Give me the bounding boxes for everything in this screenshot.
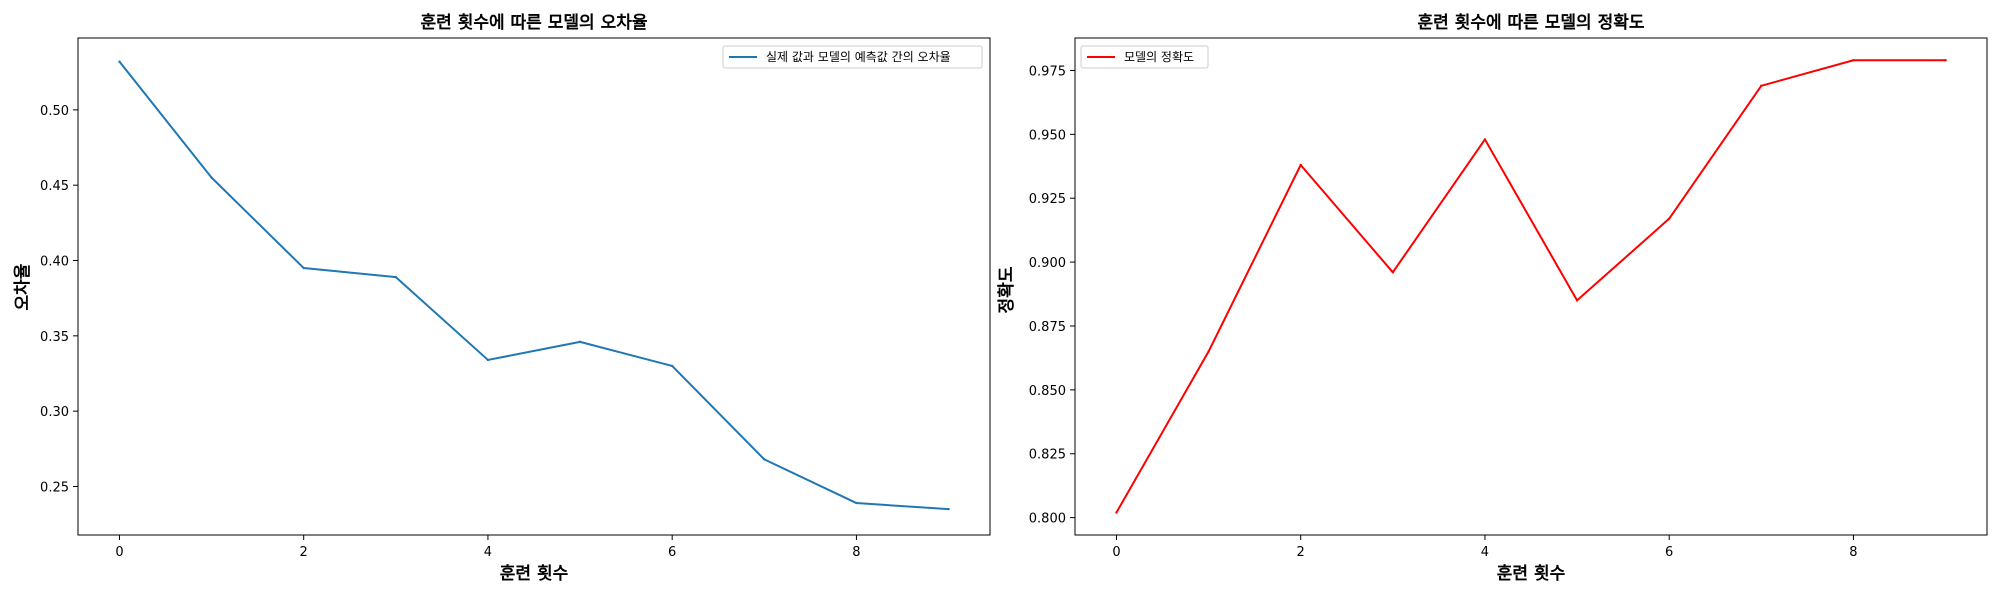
series-group <box>118 60 950 511</box>
x-tick-label: 6 <box>1665 545 1673 560</box>
legend-box <box>722 45 983 69</box>
x-tick-label: 4 <box>1481 545 1489 560</box>
y-tick-label: 0.850 <box>1029 384 1066 399</box>
legend: 실제 값과 모델의 예측값 간의 오차율 <box>722 45 983 69</box>
data-point <box>1667 217 1671 220</box>
legend: 모델의 정확도 <box>1080 45 1209 69</box>
x-tick-label: 6 <box>668 545 676 560</box>
data-point <box>1207 350 1210 353</box>
data-point <box>855 501 858 505</box>
data-point <box>1391 271 1395 274</box>
y-tick-label: 0.900 <box>1029 256 1066 271</box>
data-point <box>1760 84 1763 87</box>
x-tick-label: 8 <box>1849 545 1857 560</box>
y-tick-label: 0.800 <box>1029 512 1066 527</box>
chart-title: 훈련 횟수에 따른 모델의 오차율 <box>421 12 648 33</box>
legend-label: 실제 값과 모델의 예측값 간의 오차율 <box>766 50 951 64</box>
data-point <box>670 364 674 368</box>
ticks-group: 0 2 4 6 8 0.800 0.825 0.850 0.875 0.900 0.925 0.950… <box>1029 64 1858 560</box>
plot-frame <box>1074 37 1988 536</box>
data-point <box>1483 138 1487 141</box>
y-tick-label: 0.45 <box>40 179 69 194</box>
data-point <box>578 340 582 344</box>
data-point <box>486 358 490 362</box>
accuracy-chart: 훈련 횟수에 따른 모델의 정확도 훈련 횟수 정확도 0 2 4 6 8 0.800 0.… <box>997 12 1988 584</box>
y-tick-label: 0.50 <box>40 104 69 119</box>
data-point <box>763 458 766 461</box>
data-point <box>1115 511 1118 514</box>
x-tick-label: 8 <box>852 545 860 560</box>
y-tick-label: 0.950 <box>1029 128 1066 143</box>
series-group <box>1115 59 1947 514</box>
ticks-group: 0 2 4 6 8 0.25 0.30 0.35 0.40 0.45 0.50 <box>40 104 861 560</box>
data-point <box>1944 59 1947 62</box>
y-tick-label: 0.25 <box>40 480 69 495</box>
y-tick-label: 0.35 <box>40 330 69 345</box>
x-axis-label: 훈련 횟수 <box>1497 563 1566 584</box>
data-point <box>210 176 213 179</box>
y-tick-label: 0.875 <box>1029 320 1066 335</box>
data-point <box>1575 299 1579 302</box>
data-point <box>1299 163 1302 167</box>
x-tick-label: 2 <box>300 545 308 560</box>
data-point <box>394 275 398 279</box>
data-point <box>302 266 305 270</box>
x-tick-label: 4 <box>484 545 492 560</box>
x-tick-label: 2 <box>1297 545 1305 560</box>
x-tick-label: 0 <box>115 545 123 560</box>
y-tick-label: 0.925 <box>1029 192 1066 207</box>
y-tick-label: 0.975 <box>1029 64 1066 79</box>
y-axis-label: 정확도 <box>997 266 1017 313</box>
data-point <box>1852 59 1855 62</box>
chart-title: 훈련 횟수에 따른 모델의 정확도 <box>1418 12 1645 33</box>
x-axis-label: 훈련 횟수 <box>500 563 569 584</box>
series-line <box>1115 59 1946 514</box>
y-tick-label: 0.825 <box>1029 448 1066 463</box>
series-line <box>118 61 949 511</box>
error-rate-chart: 훈련 횟수에 따른 모델의 오차율 훈련 횟수 오차율 0 2 4 6 8 0.25 0.3… <box>13 12 991 584</box>
x-tick-label: 0 <box>1112 545 1120 560</box>
data-point <box>118 60 121 63</box>
data-point <box>947 507 950 511</box>
y-tick-label: 0.40 <box>40 255 69 270</box>
plot-frame <box>77 37 991 536</box>
legend-box <box>1080 45 1209 69</box>
y-axis-label: 오차율 <box>13 263 33 310</box>
y-tick-label: 0.30 <box>40 405 69 420</box>
legend-label: 모델의 정확도 <box>1124 50 1194 64</box>
